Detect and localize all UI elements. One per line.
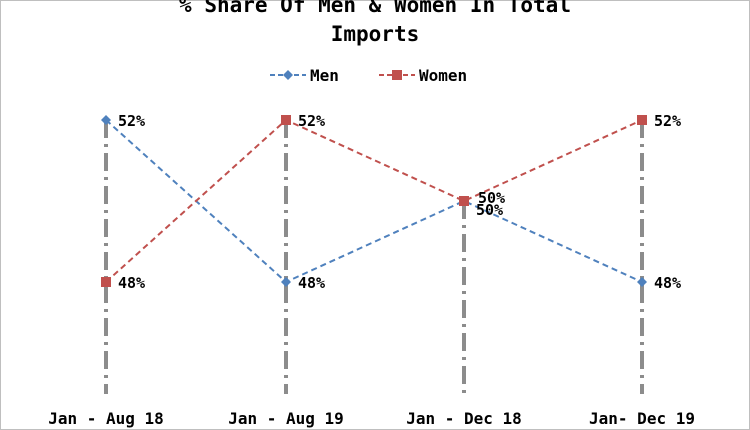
data-label-men-2: 48% xyxy=(298,274,325,292)
legend-women-marker xyxy=(392,70,402,80)
legend-men-label: Men xyxy=(310,66,339,85)
data-label-women-3: 50% xyxy=(476,201,503,219)
point-men-1 xyxy=(101,115,111,125)
data-label-men-4: 48% xyxy=(654,274,681,292)
legend-item-women: Women xyxy=(379,66,467,85)
data-label-women-2: 52% xyxy=(298,112,325,130)
chart-title-line2: Imports xyxy=(331,22,420,46)
point-women-2 xyxy=(281,115,291,125)
legend-women-label: Women xyxy=(419,66,467,85)
point-women-1 xyxy=(101,277,111,287)
data-label-men-1: 52% xyxy=(118,112,145,130)
data-label-women-4: 52% xyxy=(654,112,681,130)
legend-item-men: Men xyxy=(270,66,339,85)
category-label-3: Jan - Dec 18 xyxy=(406,409,522,428)
legend: Men Women xyxy=(270,66,467,85)
point-women-3 xyxy=(459,196,469,206)
data-label-women-1: 48% xyxy=(118,274,145,292)
point-men-2 xyxy=(281,277,291,287)
category-label-2: Jan - Aug 19 xyxy=(228,409,344,428)
legend-men-marker xyxy=(283,70,293,80)
point-women-4 xyxy=(637,115,647,125)
series-line-men xyxy=(105,119,643,284)
series-line-women xyxy=(105,118,643,283)
category-label-1: Jan - Aug 18 xyxy=(48,409,164,428)
chart-title-line1: % Share Of Men & Women In Total xyxy=(179,0,571,17)
category-label-4: Jan- Dec 19 xyxy=(589,409,695,428)
data-label-men-3: 50% xyxy=(478,189,505,207)
point-men-4 xyxy=(637,277,647,287)
